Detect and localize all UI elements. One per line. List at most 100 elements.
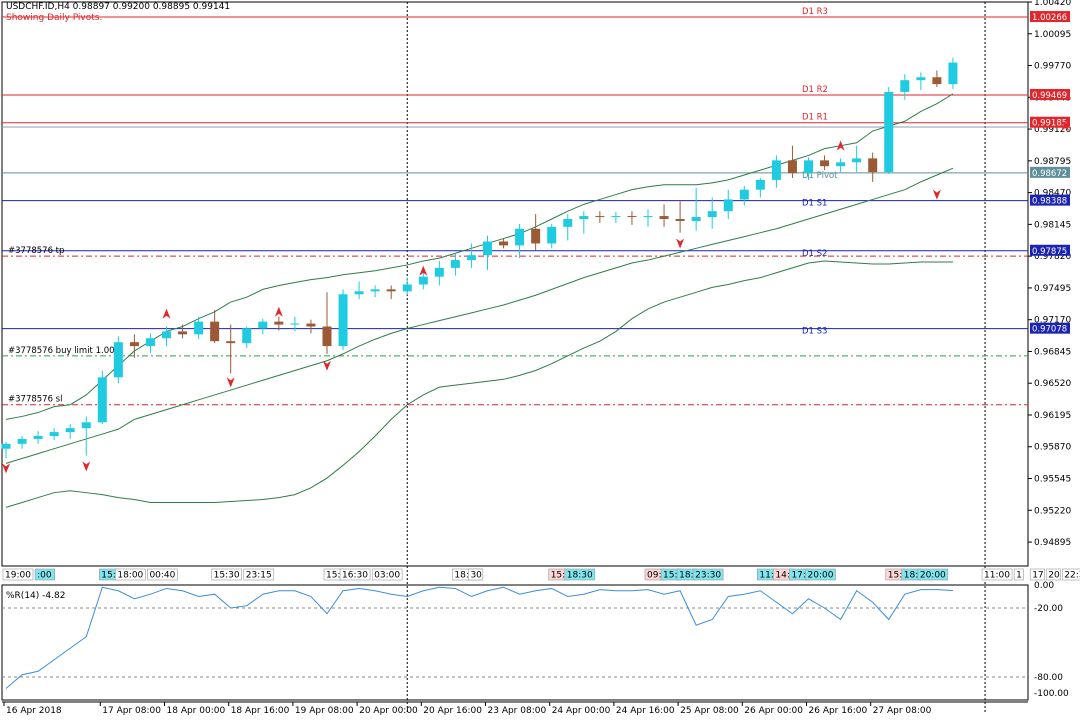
price-tick-label: 0.96195 — [1034, 411, 1071, 421]
session-tag-label: :00 — [37, 571, 52, 581]
pivot-price-box — [1030, 88, 1070, 100]
session-tag — [468, 568, 484, 581]
candle-body — [65, 428, 75, 433]
candle-body — [932, 77, 942, 85]
session-tag-label: 20:00 — [808, 571, 834, 581]
session-tag — [692, 568, 724, 581]
session-tag-label: 15:30 — [214, 571, 240, 581]
pivot-label: D1 S1 — [802, 199, 827, 209]
fractal-down-arrow — [323, 360, 331, 371]
session-tag — [805, 568, 836, 581]
time-tick-label: 20 Apr 00:00 — [359, 706, 418, 716]
candle-body — [499, 241, 509, 246]
candle-body — [306, 323, 316, 327]
session-tag-label: 20 — [1048, 571, 1060, 581]
candle-body — [579, 216, 589, 219]
pivot-price-box — [1030, 244, 1070, 256]
session-tag — [981, 568, 1013, 581]
session-tag — [564, 568, 596, 581]
candle-body — [820, 160, 830, 167]
pivot-price-box — [1030, 166, 1070, 178]
session-tag — [243, 568, 275, 581]
fractal-up-arrow — [419, 265, 428, 276]
price-tick-label: 0.95545 — [1034, 475, 1071, 485]
fractal-up-arrow — [162, 308, 171, 319]
candle-body — [434, 267, 444, 277]
session-tag-label: 15: — [888, 571, 902, 581]
time-tick-label: 20 Apr 16:00 — [423, 706, 482, 716]
pivot-label: D1 S3 — [802, 327, 827, 337]
candle-body — [49, 432, 59, 436]
session-tag — [211, 568, 242, 581]
pivot-price-label: 0.99185 — [1032, 119, 1067, 129]
session-tag — [34, 568, 55, 581]
fractal-down-arrow — [2, 463, 10, 474]
time-tick-label: 19 Apr 08:00 — [295, 706, 354, 716]
session-tag-label: 30 — [470, 571, 482, 581]
candle-body — [900, 80, 910, 92]
fractal-up-arrow — [836, 140, 845, 151]
pivot-label: D1 R2 — [802, 85, 828, 95]
session-tag — [147, 568, 178, 581]
candle-body — [483, 241, 492, 256]
session-tag-label: 18: — [904, 571, 918, 581]
pivot-price-box — [1030, 322, 1070, 334]
wpr-tick-label: 0.00 — [1034, 581, 1054, 591]
candle-body — [691, 217, 701, 221]
candle-body — [884, 91, 894, 173]
fractal-down-arrow — [226, 377, 235, 388]
time-tick-label: 24 Apr 16:00 — [616, 706, 675, 716]
price-tick-label: 0.94895 — [1034, 538, 1071, 548]
candle-body — [178, 331, 188, 335]
session-tag-label: 18:00 — [117, 571, 143, 581]
band-middle — [5, 167, 954, 464]
time-tick-label: 24 Apr 00:00 — [552, 706, 611, 716]
wpr-tick-label: -20.00 — [1034, 604, 1063, 614]
session-tag-label: 23:30 — [695, 571, 721, 581]
pivot-price-label: 0.97875 — [1032, 247, 1067, 257]
candle-body — [354, 291, 364, 295]
candle-body — [916, 77, 926, 81]
wpr-line — [5, 586, 953, 689]
candle-body — [531, 228, 541, 244]
time-tick-label: 23 Apr 08:00 — [488, 706, 547, 716]
session-tag-label: 03:00 — [374, 571, 400, 581]
band-lower — [5, 260, 953, 508]
session-tag — [339, 568, 371, 581]
session-tag-label: 19:00 — [5, 571, 31, 581]
price-tick-label: 1.00095 — [1034, 30, 1071, 40]
candle-body — [771, 160, 781, 180]
session-tag — [1045, 568, 1061, 581]
candle-body — [787, 160, 797, 174]
price-tick-label: 0.98795 — [1034, 157, 1071, 167]
wpr-tick-label: -80.00 — [1034, 673, 1063, 683]
chart-title: USDCHF.ID,H4 0.98897 0.99200 0.98895 0.9… — [6, 2, 231, 12]
order-label: #3778576 sl — [8, 395, 62, 405]
session-tag-label: 20:00 — [920, 571, 946, 581]
candle-body — [338, 294, 348, 347]
session-tag-label: 1 — [1016, 571, 1022, 581]
price-tick-label: 0.97170 — [1034, 316, 1071, 326]
session-tag-label: 17: — [791, 571, 805, 581]
candle-body — [868, 158, 878, 173]
pivot-label: D1 S2 — [802, 249, 827, 259]
candle-body — [707, 211, 717, 218]
time-tick-label: 27 Apr 08:00 — [873, 706, 932, 716]
time-tick-label: 26 Apr 00:00 — [744, 706, 803, 716]
session-tag-label: 22:30 — [1064, 571, 1080, 581]
candle-body — [162, 331, 171, 339]
price-tick-label: 1.00420 — [1034, 0, 1071, 8]
candle-body — [563, 218, 573, 227]
price-tick-label: 0.98470 — [1034, 189, 1071, 199]
candle-body — [611, 216, 621, 218]
pivot-price-box — [1030, 116, 1070, 128]
session-tag — [917, 568, 949, 581]
session-tag — [2, 568, 34, 581]
pivot-price-label: 1.00266 — [1032, 13, 1067, 23]
fractal-down-arrow — [676, 238, 685, 249]
session-tag-label: 15: — [101, 571, 115, 581]
candle-body — [948, 62, 958, 85]
session-tag-label: 11: — [759, 571, 773, 581]
